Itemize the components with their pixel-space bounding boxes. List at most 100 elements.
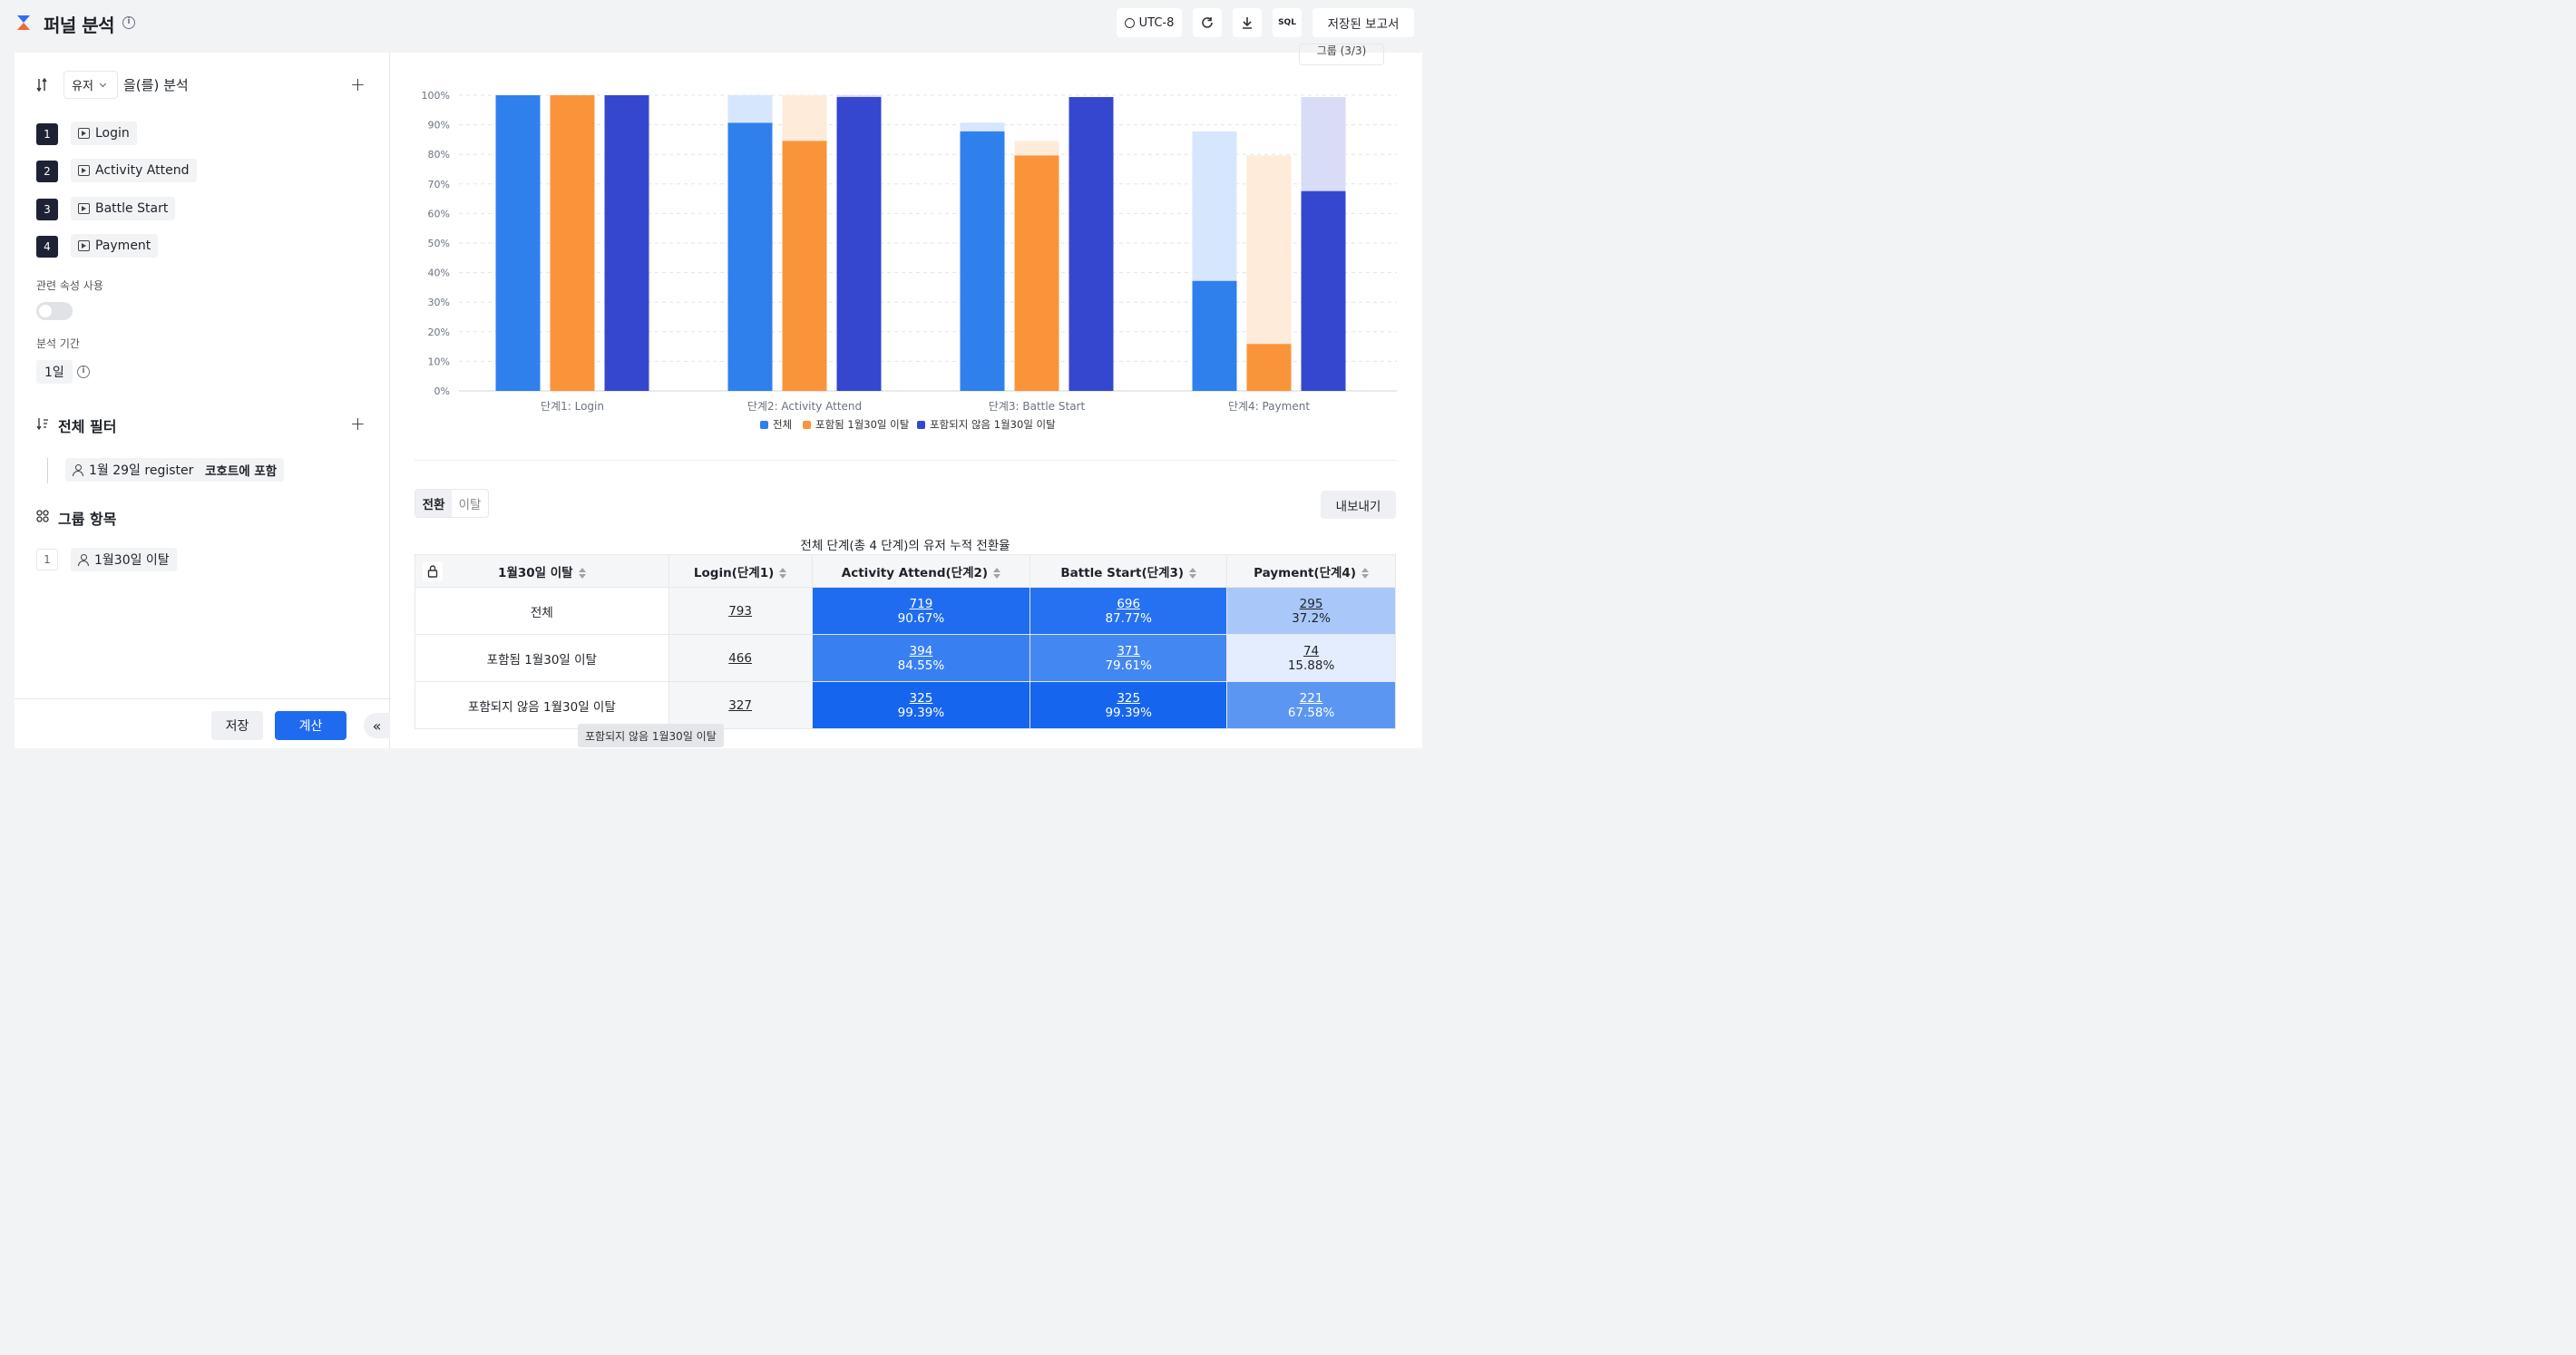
series-group-select[interactable]: 그룹 (3/3) xyxy=(1299,44,1384,65)
saved-reports-button[interactable]: 저장된 보고서 xyxy=(1312,8,1414,37)
y-tick-label: 30% xyxy=(428,297,450,308)
filter-sort-icon xyxy=(36,418,48,430)
x-tick-label: 단계4: Payment xyxy=(1228,400,1310,413)
count-link[interactable]: 466 xyxy=(728,650,752,666)
count-link[interactable]: 394 xyxy=(909,643,933,658)
step-event-activity-attend[interactable]: Activity Attend xyxy=(71,159,197,182)
right-panel: 그룹 (3/3) 0% 10% 20% 30% 40% 50% 60% 70% 80% 90% 10… xyxy=(390,44,1422,748)
table-row: 포함되지 않음 1월30일 이탈 327 325 99.39% 325 99.39%… xyxy=(415,681,1396,729)
table-title: 전체 단계(총 4 단계)의 유저 누적 전환율 xyxy=(800,539,1010,553)
conversion-cell: 325 99.39% xyxy=(811,681,1031,729)
analyze-subject-select[interactable]: 유저 xyxy=(63,71,118,99)
count-link[interactable]: 327 xyxy=(728,697,752,713)
sort-icon[interactable] xyxy=(993,567,1001,579)
count-link[interactable]: 74 xyxy=(1303,643,1320,658)
add-filter-icon[interactable]: + xyxy=(350,413,366,434)
sort-icon[interactable] xyxy=(1361,567,1369,579)
filter-title: 전체 필터 xyxy=(58,418,117,435)
info-icon[interactable]: i xyxy=(122,16,135,29)
count-link[interactable]: 371 xyxy=(1117,643,1141,658)
y-tick-label: 80% xyxy=(428,149,450,161)
count-link[interactable]: 793 xyxy=(728,603,752,619)
event-icon xyxy=(78,203,90,214)
y-tick-label: 60% xyxy=(428,208,450,219)
count-link[interactable]: 295 xyxy=(1299,596,1323,611)
bar-dropoff xyxy=(1301,96,1346,191)
header-label: Battle Start(단계3) xyxy=(1060,565,1185,580)
row-group-name: 포함됨 1월30일 이탈 xyxy=(415,634,669,682)
header-step2[interactable]: Activity Attend(단계2) xyxy=(811,554,1031,588)
analyze-subject-value: 유저 xyxy=(72,80,93,93)
save-button[interactable]: 저장 xyxy=(211,711,263,740)
collapse-panel-button[interactable]: « xyxy=(364,713,390,738)
group-item-chip[interactable]: 1월30일 이탈 xyxy=(71,548,177,571)
period-label: 분석 기간 xyxy=(36,337,80,350)
event-icon xyxy=(78,128,90,139)
tab-conversion[interactable]: 전환 xyxy=(415,490,452,517)
download-button[interactable] xyxy=(1233,8,1262,37)
y-tick-label: 20% xyxy=(428,327,450,338)
bar-dropoff xyxy=(1246,155,1292,345)
calculate-button[interactable]: 계산 xyxy=(275,711,346,740)
filter-condition-chip[interactable]: 코호트에 포함 xyxy=(198,458,285,482)
login-count-cell: 327 xyxy=(668,681,813,729)
step-event-login[interactable]: Login xyxy=(71,122,137,145)
header-step1[interactable]: Login(단계1) xyxy=(668,554,813,588)
count-link[interactable]: 325 xyxy=(1117,690,1141,706)
conversion-cell: 696 87.77% xyxy=(1029,587,1228,635)
filter-cohort-chip[interactable]: 1월 29일 register xyxy=(65,458,201,482)
group-number: 1 xyxy=(36,549,58,570)
step-event-payment[interactable]: Payment xyxy=(71,234,159,258)
row-group-name: 전체 xyxy=(415,587,669,635)
y-tick-label: 100% xyxy=(422,90,450,102)
chevron-down-icon xyxy=(99,80,106,87)
tab-dropoff[interactable]: 이탈 xyxy=(458,498,482,512)
header-label: Activity Attend(단계2) xyxy=(841,565,989,580)
lock-icon[interactable] xyxy=(423,561,443,581)
related-attr-toggle[interactable] xyxy=(36,302,73,320)
conversion-cell: 371 79.61% xyxy=(1029,634,1228,682)
bar xyxy=(1246,344,1292,391)
funnel-bar-chart: 0% 10% 20% 30% 40% 50% 60% 70% 80% 90% 100% 단계1: Lo… xyxy=(422,90,1397,431)
sql-button[interactable]: SQL xyxy=(1273,8,1302,37)
period-value[interactable]: 1일 xyxy=(36,360,73,384)
count-link[interactable]: 325 xyxy=(909,690,933,706)
step-event-battle-start[interactable]: Battle Start xyxy=(71,197,176,220)
rate-value: 67.58% xyxy=(1287,705,1335,720)
sort-icon[interactable] xyxy=(779,567,787,579)
add-step-icon[interactable]: + xyxy=(350,73,366,95)
rate-value: 90.67% xyxy=(897,610,945,626)
timezone-button[interactable]: UTC-8 xyxy=(1117,8,1182,37)
header-step3[interactable]: Battle Start(단계3) xyxy=(1029,554,1228,588)
count-link[interactable]: 719 xyxy=(909,596,933,611)
refresh-button[interactable] xyxy=(1193,8,1222,37)
header-label: Payment(단계4) xyxy=(1254,565,1356,580)
step-number: 3 xyxy=(36,199,58,220)
bar xyxy=(604,95,649,391)
x-tick-label: 단계1: Login xyxy=(541,400,604,413)
bar xyxy=(550,95,595,391)
sort-icon[interactable] xyxy=(578,567,586,579)
count-link[interactable]: 221 xyxy=(1299,690,1323,706)
sort-icon[interactable] xyxy=(1189,567,1197,579)
period-info-icon[interactable]: i xyxy=(77,366,90,378)
rate-value: 84.55% xyxy=(897,658,945,673)
funnel-analyze-icon xyxy=(36,78,47,93)
bar-dropoff xyxy=(727,95,773,123)
step-label: Payment xyxy=(95,239,151,253)
export-button[interactable]: 내보내기 xyxy=(1321,491,1396,519)
bar xyxy=(836,96,882,392)
bar-dropoff xyxy=(1014,141,1059,156)
count-link[interactable]: 696 xyxy=(1117,596,1141,611)
header-step4[interactable]: Payment(단계4) xyxy=(1226,554,1396,588)
bar xyxy=(1068,96,1114,392)
user-group-icon xyxy=(78,554,89,566)
header-group[interactable]: 1월30일 이탈 xyxy=(415,554,669,588)
rate-value: 87.77% xyxy=(1105,610,1152,626)
step-number: 1 xyxy=(36,123,58,145)
toggle-knob xyxy=(39,305,52,317)
group-item-label: 1월30일 이탈 xyxy=(94,553,170,568)
conversion-tabs: 전환 이탈 xyxy=(415,489,489,518)
top-bar: 퍼널 분석 i UTC-8 SQL 저장된 보고서 xyxy=(0,0,1422,45)
login-count-cell: 793 xyxy=(668,587,813,635)
